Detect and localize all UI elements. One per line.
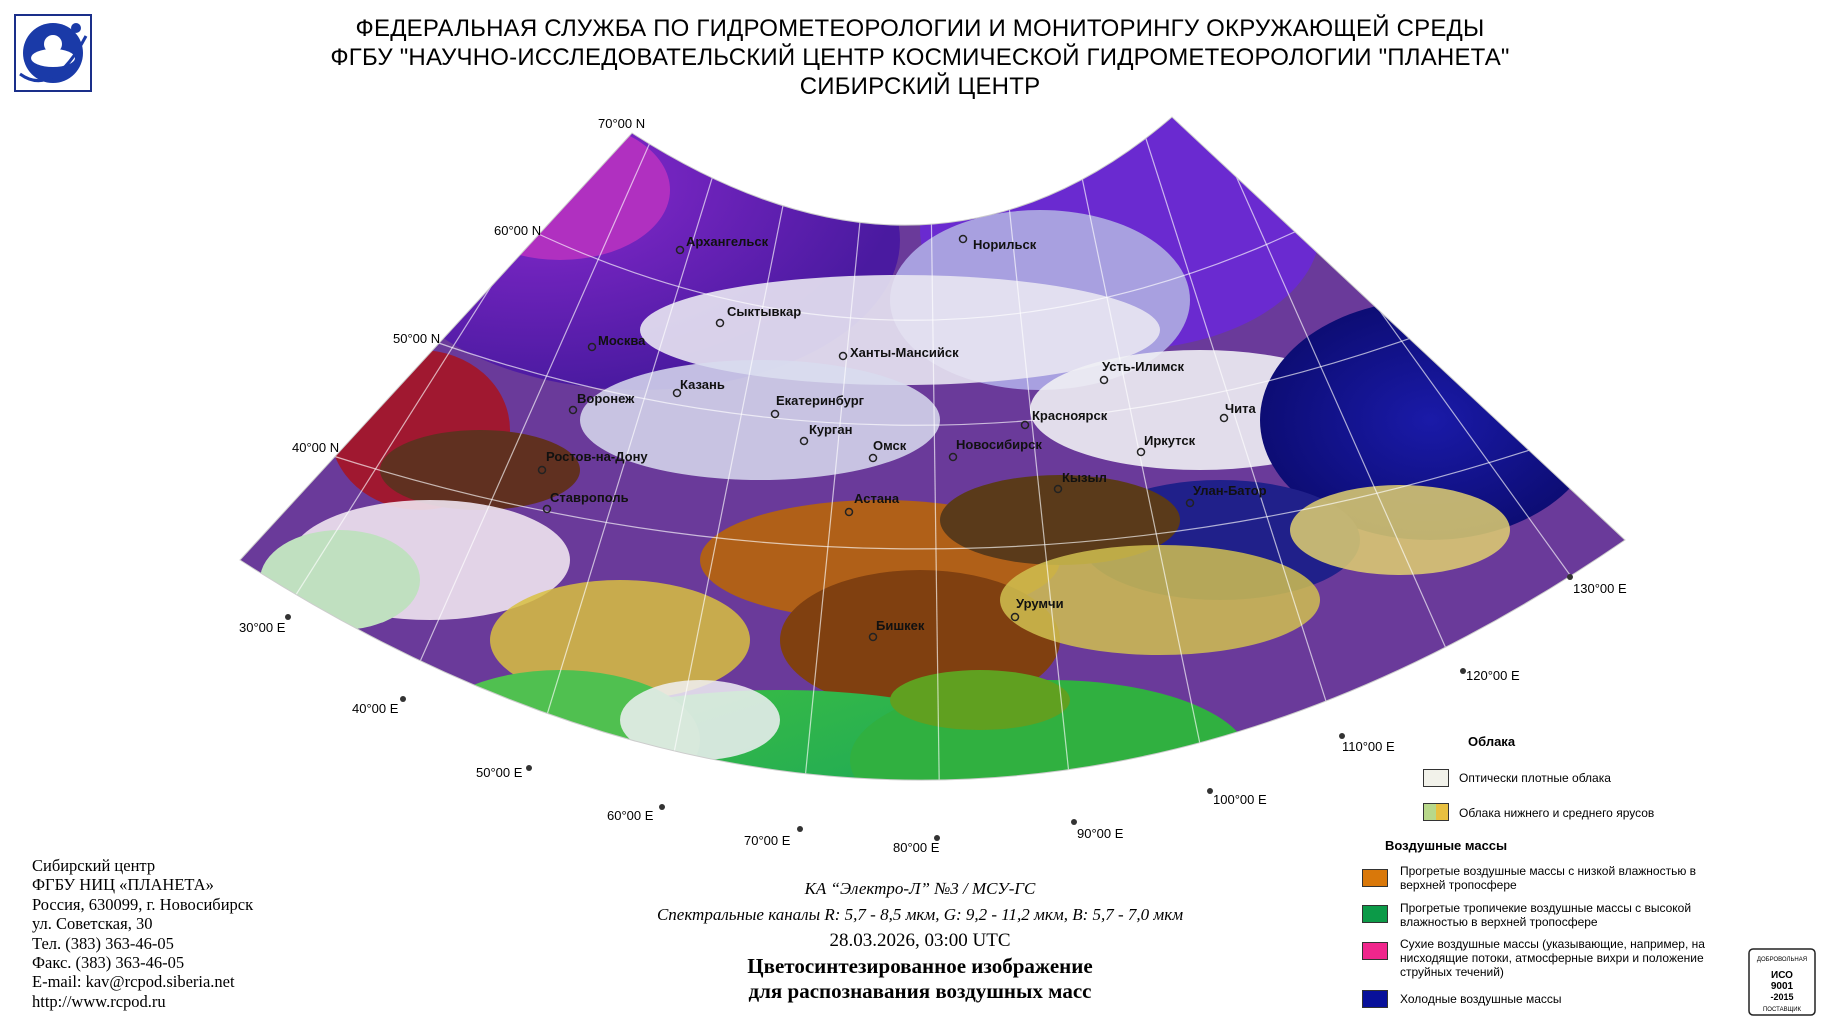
city-khanty-mansiysk: Ханты-Мансийск	[850, 345, 959, 360]
swatch-low-mid-clouds	[1423, 803, 1449, 821]
svg-text:9001: 9001	[1771, 981, 1794, 992]
lon-label-120: 120°00 E	[1466, 668, 1520, 683]
svg-text:ПОСТАВЩИК: ПОСТАВЩИК	[1763, 1007, 1802, 1013]
sector-outline	[239, 116, 1626, 781]
graticule	[279, 119, 1571, 781]
swatch-dense-clouds	[1423, 769, 1449, 787]
svg-text:-2015: -2015	[1770, 992, 1793, 1002]
legend-dense-clouds: Оптически плотные облака	[1459, 771, 1611, 785]
satellite-info: КА “Электро-Л” №3 / МСУ-ГС Спектральные …	[520, 876, 1320, 1004]
contacts: Сибирский центр ФГБУ НИЦ «ПЛАНЕТА» Росси…	[32, 856, 253, 1011]
contact-line: Сибирский центр	[32, 856, 156, 875]
contact-line: ФГБУ НИЦ «ПЛАНЕТА»	[32, 875, 214, 895]
satellite-name: КА “Электро-Л” №3 / МСУ-ГС	[804, 879, 1036, 898]
city-kurgan: Курган	[809, 422, 852, 437]
svg-text:ДОБРОВОЛЬНАЯ: ДОБРОВОЛЬНАЯ	[1757, 957, 1807, 963]
header-line-3: СИБИРСКИЙ ЦЕНТР	[799, 73, 1041, 100]
legend-tropical-moist: Прогретые тропичекие воздушные массы с в…	[1400, 901, 1692, 929]
city-markers	[537, 234, 1229, 642]
swatch-dry	[1362, 942, 1388, 960]
city-astana: Астана	[854, 491, 900, 506]
city-chita: Чита	[1225, 401, 1256, 416]
lon-label-80: 80°00 E	[893, 840, 940, 855]
city-voronezh: Воронеж	[577, 391, 635, 406]
swatch-warm-dry	[1362, 869, 1388, 887]
lon-label-90: 90°00 E	[1077, 826, 1124, 841]
contact-phone: Тел. (383) 363-46-05	[32, 933, 174, 953]
swatch-cold	[1362, 990, 1388, 1008]
city-stavropol: Ставрополь	[550, 490, 629, 505]
city-ekaterinburg: Екатеринбург	[776, 393, 865, 408]
lon-label-30: 30°00 E	[239, 620, 286, 635]
city-kazan: Казань	[680, 377, 725, 392]
legend-dry: Сухие воздушные массы (указывающие, напр…	[1400, 937, 1705, 979]
lon-label-110: 110°00 E	[1342, 739, 1395, 754]
city-novosibirsk: Новосибирск	[956, 437, 1042, 452]
image-datetime: 28.03.2026, 03:00 UTC	[829, 930, 1011, 951]
lon-label-50: 50°00 E	[476, 765, 523, 780]
city-syktyvkar: Сыктывкар	[727, 304, 801, 319]
legend-clouds-title: Облака	[1468, 734, 1516, 749]
header-line-1: ФЕДЕРАЛЬНАЯ СЛУЖБА ПО ГИДРОМЕТЕОРОЛОГИИ …	[355, 15, 1485, 42]
contact-line: Россия, 630099, г. Новосибирск	[32, 894, 254, 914]
city-kyzyl: Кызыл	[1062, 470, 1107, 485]
city-krasnoyarsk: Красноярск	[1032, 408, 1108, 423]
city-labels: Архангельск Норильск Сыктывкар Москва Ха…	[546, 234, 1267, 633]
header-line-2: ФГБУ "НАУЧНО-ИССЛЕДОВАТЕЛЬСКИЙ ЦЕНТР КОС…	[330, 44, 1510, 71]
iso-certification-badge: ДОБРОВОЛЬНАЯ ИСО 9001 -2015 ПОСТАВЩИК	[1748, 948, 1816, 1016]
legend-cold: Холодные воздушные массы	[1400, 992, 1562, 1006]
legend-airmass-title: Воздушные массы	[1385, 838, 1508, 853]
lat-label-40: 40°00 N	[292, 440, 340, 455]
contact-fax: Факс. (383) 363-46-05	[32, 953, 185, 973]
svg-text:ИСО: ИСО	[1771, 970, 1793, 981]
image-title-1: Цветосинтезированное изображение	[747, 954, 1093, 978]
planeta-logo	[14, 14, 92, 92]
lat-label-70: 70°00 N	[598, 116, 646, 131]
city-norilsk: Норильск	[973, 237, 1037, 252]
lon-label-130: 130°00 E	[1573, 581, 1627, 596]
lat-label-50: 50°00 N	[393, 331, 441, 346]
lon-label-100: 100°00 E	[1213, 792, 1267, 807]
city-ust-ilimsk: Усть-Илимск	[1102, 359, 1184, 374]
city-rostov-na-donu: Ростов-на-Дону	[546, 449, 648, 464]
lon-label-70: 70°00 E	[744, 833, 791, 848]
header: ФЕДЕРАЛЬНАЯ СЛУЖБА ПО ГИДРОМЕТЕОРОЛОГИИ …	[100, 14, 1740, 101]
city-omsk: Омск	[873, 438, 907, 453]
city-moskva: Москва	[598, 333, 646, 348]
longitude-ticks	[285, 574, 1573, 841]
image-title-2: для распознавания воздушных масс	[748, 979, 1092, 1003]
contact-line: ул. Советская, 30	[32, 914, 153, 934]
lat-label-60: 60°00 N	[494, 223, 542, 238]
city-arkhangelsk: Архангельск	[686, 234, 769, 249]
city-urumchi: Урумчи	[1016, 596, 1064, 611]
spectral-channels: Спектральные каналы R: 5,7 - 8,5 мкм, G:…	[656, 905, 1184, 924]
city-irkutsk: Иркутск	[1144, 433, 1196, 448]
city-ulan-bator: Улан-Батор	[1193, 483, 1267, 498]
swatch-tropical-moist	[1362, 905, 1388, 923]
city-bishkek: Бишкек	[876, 618, 925, 633]
lon-label-60: 60°00 E	[607, 808, 654, 823]
contact-email[interactable]: E-mail: kav@rcpod.siberia.net	[32, 972, 235, 992]
contact-website[interactable]: http://www.rcpod.ru	[32, 991, 166, 1011]
lon-label-40: 40°00 E	[352, 701, 399, 716]
legend-low-mid-clouds: Облака нижнего и среднего ярусов	[1459, 806, 1655, 820]
legend-warm-dry: Прогретые воздушные массы с низкой влажн…	[1400, 864, 1697, 892]
